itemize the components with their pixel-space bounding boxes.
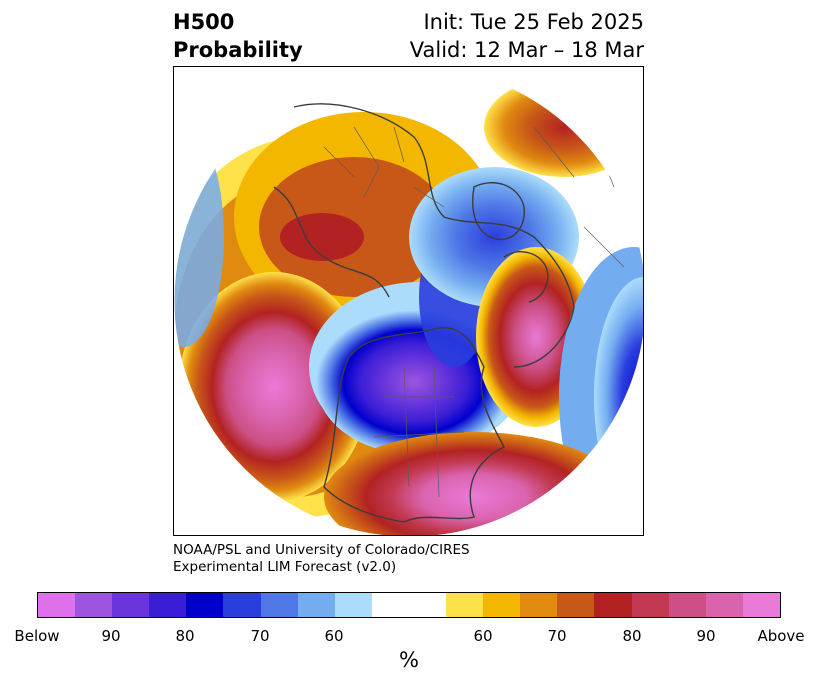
coast-scandinavia [503, 251, 549, 303]
border-lines-1 [323, 126, 445, 208]
colorbar-segment-12 [446, 593, 484, 617]
credit-text: NOAA/PSL and University of Colorado/CIRE… [173, 542, 470, 576]
init-date: Init: Tue 25 Feb 2025 [423, 10, 644, 34]
colorbar-tick-label: 70 [250, 627, 270, 645]
coast-eurasia [293, 103, 575, 368]
colorbar-tick-label: 90 [101, 627, 121, 645]
border-lines-2 [373, 366, 465, 498]
colorbar-segment-7 [260, 593, 298, 617]
colorbar-segment-10 [371, 593, 409, 617]
colorbar-units: % [399, 648, 419, 672]
credit-line-1: NOAA/PSL and University of Colorado/CIRE… [173, 542, 470, 558]
colorbar-segment-14 [520, 593, 558, 617]
colorbar-segment-13 [483, 593, 521, 617]
product-title: Probability [173, 38, 303, 62]
colorbar-segment-16 [594, 593, 632, 617]
title-left: H500 Probability [173, 8, 303, 64]
colorbar-tick-label: 90 [696, 627, 716, 645]
coastlines [273, 103, 575, 523]
colorbar-tick-label: Below [14, 627, 60, 645]
colorbar-tick-label: 60 [473, 627, 493, 645]
colorbar-segment-17 [631, 593, 669, 617]
colorbar-segment-3 [112, 593, 150, 617]
colorbar-segment-18 [668, 593, 706, 617]
colorbar-segment-8 [297, 593, 335, 617]
probability-map [174, 67, 643, 535]
colorbar-segment-2 [75, 593, 113, 617]
map-panel [173, 66, 644, 536]
colorbar-segment-9 [334, 593, 372, 617]
borders [323, 96, 625, 498]
colorbar-segment-6 [223, 593, 261, 617]
colorbar-segment-19 [705, 593, 743, 617]
title-right: Init: Tue 25 Feb 2025 Valid: 12 Mar – 18… [410, 8, 644, 64]
above-siberia-core [280, 213, 364, 261]
valid-range: Valid: 12 Mar – 18 Mar [409, 38, 644, 62]
colorbar-tick-label: 60 [324, 627, 344, 645]
coast-asia-east [273, 186, 390, 298]
colorbar-segment-15 [557, 593, 595, 617]
colorbar-segment-11 [408, 593, 447, 617]
colorbar-tick-label: 80 [175, 627, 195, 645]
credit-line-2: Experimental LIM Forecast (v2.0) [173, 559, 397, 575]
above-nsiberia-center [484, 77, 643, 177]
colorbar-segment-1 [38, 593, 76, 617]
variable-title: H500 [173, 10, 235, 34]
colorbar-segment-5 [186, 593, 224, 617]
colorbar [37, 592, 781, 618]
colorbar-segment-4 [149, 593, 187, 617]
colorbar-tick-label: 70 [547, 627, 567, 645]
colorbar-tick-label: 80 [622, 627, 642, 645]
coast-north-america [323, 327, 505, 523]
colorbar-tick-label: Above [757, 627, 805, 645]
colorbar-segment-20 [742, 593, 780, 617]
